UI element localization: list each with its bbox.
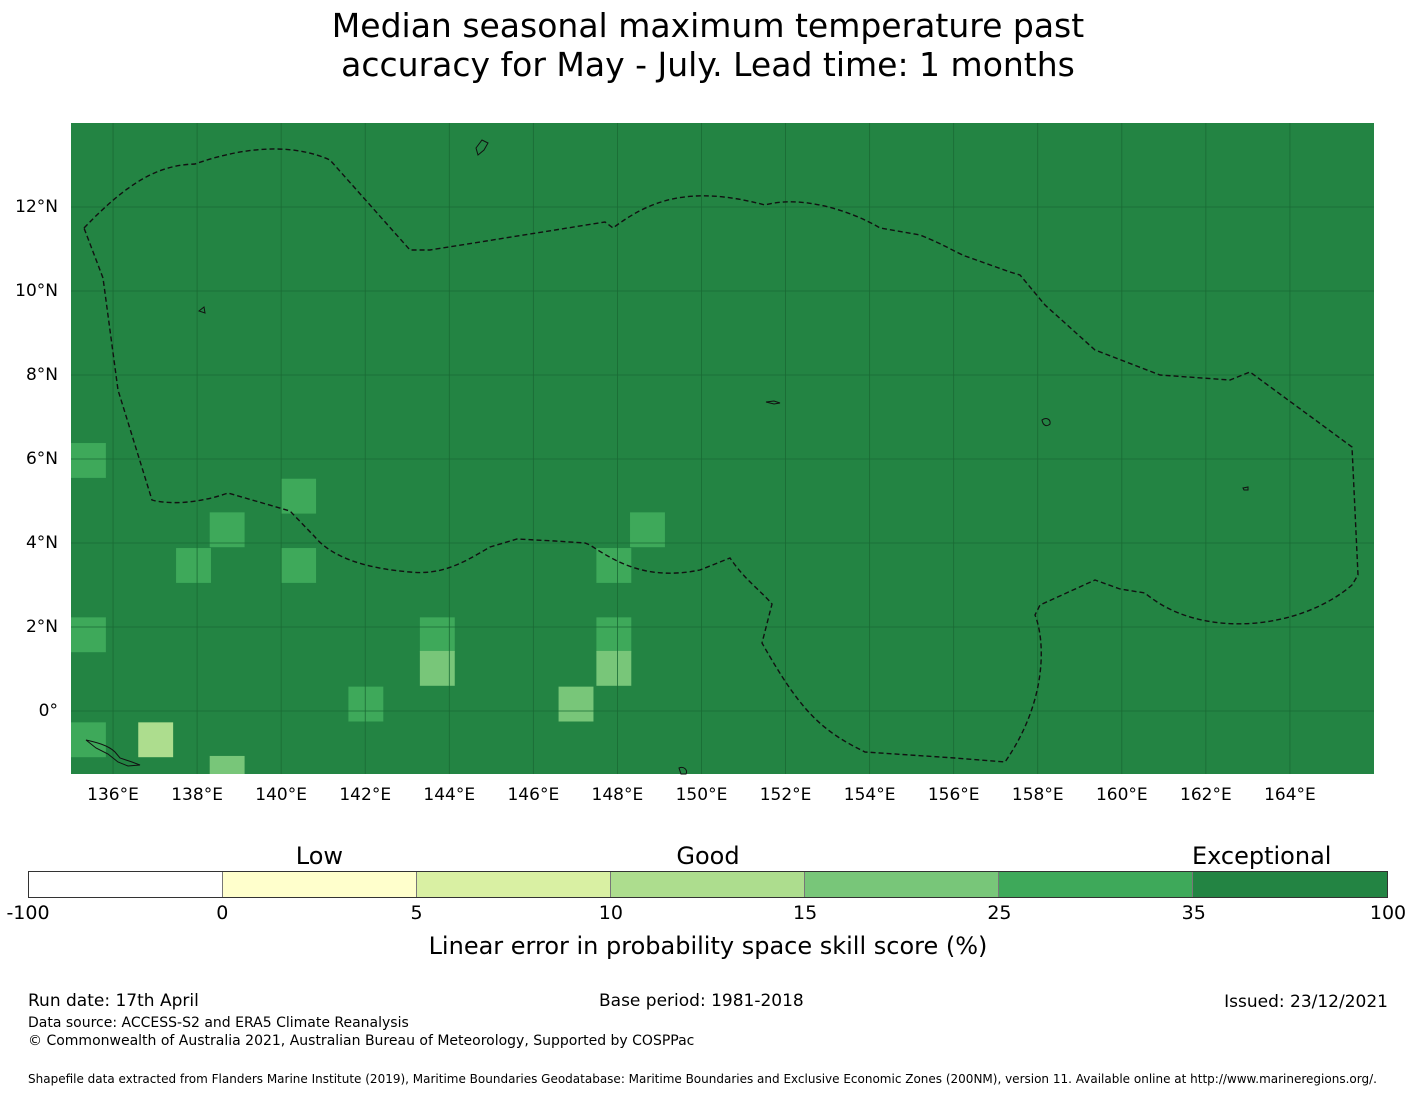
- base-period: Base period: 1981-2018: [599, 991, 804, 1011]
- colorbar-tick-label: 35: [1181, 902, 1206, 924]
- colorbar-bin-6: [1193, 872, 1387, 897]
- colorbar-tick-label: 100: [1369, 902, 1407, 924]
- skill-cell-2: [281, 478, 317, 514]
- map-background: [71, 123, 1374, 774]
- y-tick-label: 4°N: [25, 533, 58, 553]
- y-tick-label: 12°N: [15, 197, 58, 217]
- x-tick-label: 138°E: [171, 785, 223, 805]
- x-tick-label: 140°E: [255, 785, 308, 805]
- skill-cell-4: [281, 548, 317, 583]
- skill-cell-13: [596, 650, 632, 686]
- x-tick-label: 136°E: [87, 785, 139, 805]
- skill-cell-1: [209, 512, 245, 548]
- colorbar-category-exceptional: Exceptional: [1191, 842, 1332, 870]
- x-tick-label: 164°E: [1264, 785, 1316, 805]
- colorbar-tick-label: 10: [598, 902, 623, 924]
- skill-cell-11: [630, 512, 665, 548]
- x-tick-label: 154°E: [843, 785, 896, 805]
- colorbar-tick-label: 15: [793, 902, 818, 924]
- skill-cell-7: [596, 617, 632, 653]
- x-tick-label: 144°E: [423, 785, 476, 805]
- y-tick-label: 6°N: [25, 449, 58, 469]
- skill-cell-8: [348, 686, 384, 722]
- colorbar-tick-label: 5: [410, 902, 423, 924]
- colorbar-tick-label: 25: [987, 902, 1012, 924]
- issued-date: Issued: 23/12/2021: [1224, 992, 1388, 1012]
- colorbar-bin-3: [611, 872, 805, 897]
- colorbar-bin-1: [223, 872, 417, 897]
- colorbar: [28, 871, 1388, 898]
- skill-cells: [71, 443, 665, 774]
- skill-cell-5: [71, 617, 106, 653]
- colorbar-label: Linear error in probability space skill …: [428, 932, 988, 960]
- map-gridlines: [71, 123, 1374, 774]
- x-tick-label: 142°E: [339, 785, 392, 805]
- chart-title: Median seasonal maximum temperature past…: [0, 6, 1416, 84]
- copyright: © Commonwealth of Australia 2021, Austra…: [28, 1033, 695, 1049]
- colorbar-tick-label: 0: [216, 902, 229, 924]
- colorbar-bin-4: [805, 872, 999, 897]
- colorbar-tick-label: -100: [6, 902, 50, 924]
- skill-cell-15: [138, 722, 174, 758]
- eez-boundary: [83, 148, 1359, 763]
- title-line-2: accuracy for May - July. Lead time: 1 mo…: [341, 45, 1075, 84]
- x-tick-label: 162°E: [1180, 785, 1232, 805]
- colorbar-bin-2: [417, 872, 611, 897]
- shapefile-credit: Shapefile data extracted from Flanders M…: [28, 1072, 1377, 1086]
- colorbar-category-low: Low: [295, 842, 344, 870]
- x-tick-label: 148°E: [591, 785, 644, 805]
- x-tick-label: 150°E: [675, 785, 728, 805]
- skill-cell-10: [596, 548, 632, 583]
- x-tick-label: 146°E: [507, 785, 560, 805]
- colorbar-bin-5: [999, 872, 1193, 897]
- y-tick-label: 8°N: [25, 365, 58, 385]
- skill-cell-16: [209, 755, 245, 774]
- y-tick-label: 2°N: [25, 617, 58, 637]
- skill-cell-14: [558, 686, 594, 722]
- skill-cell-9: [71, 722, 106, 758]
- x-tick-label: 152°E: [759, 785, 812, 805]
- data-source: Data source: ACCESS-S2 and ERA5 Climate …: [28, 1015, 409, 1031]
- colorbar-bin-0: [29, 872, 223, 897]
- skill-cell-0: [71, 443, 106, 478]
- x-tick-label: 158°E: [1011, 785, 1064, 805]
- skill-map: [71, 123, 1374, 775]
- x-tick-label: 156°E: [927, 785, 980, 805]
- y-tick-label: 10°N: [15, 281, 58, 301]
- title-line-1: Median seasonal maximum temperature past: [331, 6, 1085, 45]
- colorbar-category-good: Good: [676, 842, 740, 870]
- run-date: Run date: 17th April: [28, 991, 199, 1011]
- y-tick-label: 0°: [38, 701, 58, 721]
- islands: [85, 139, 1249, 775]
- x-tick-label: 160°E: [1095, 785, 1148, 805]
- skill-cell-3: [176, 548, 211, 583]
